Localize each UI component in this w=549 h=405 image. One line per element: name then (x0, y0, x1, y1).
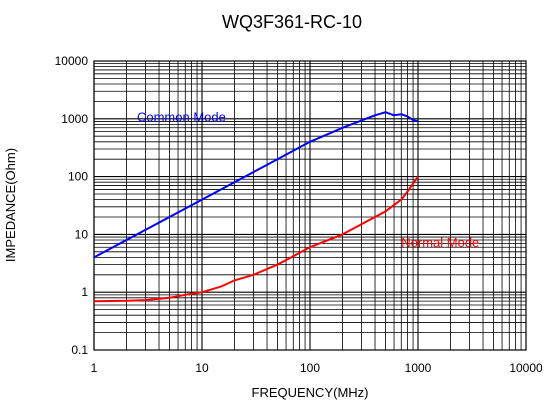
x-tick-label: 10000 (509, 361, 543, 375)
series-label: Normal Mode (401, 235, 479, 250)
y-tick-label: 100 (68, 170, 88, 184)
grid (93, 61, 526, 351)
y-tick-label: 10 (75, 227, 89, 241)
y-tick-label: 0.1 (71, 343, 88, 357)
x-axis-label: FREQUENCY(MHz) (252, 385, 369, 400)
series-line-normal-mode (93, 176, 419, 303)
x-tick-label: 1 (91, 361, 98, 375)
plot-area-frame (93, 60, 527, 351)
series-labels: Common Mode Normal Mode (137, 109, 479, 250)
x-tick-label: 10 (195, 361, 209, 375)
series-label: Common Mode (137, 109, 226, 124)
chart-title: WQ3F361-RC-10 (222, 12, 362, 32)
series-line-common-mode (93, 111, 419, 259)
y-tick-label: 10000 (55, 54, 89, 68)
series-group (93, 111, 419, 303)
y-axis-label: IMPEDANCE(Ohm) (3, 148, 18, 262)
x-tick-label: 100 (300, 361, 320, 375)
y-tick-label: 1 (81, 285, 88, 299)
y-tick-label: 1000 (61, 112, 88, 126)
x-tick-label: 1000 (405, 361, 432, 375)
